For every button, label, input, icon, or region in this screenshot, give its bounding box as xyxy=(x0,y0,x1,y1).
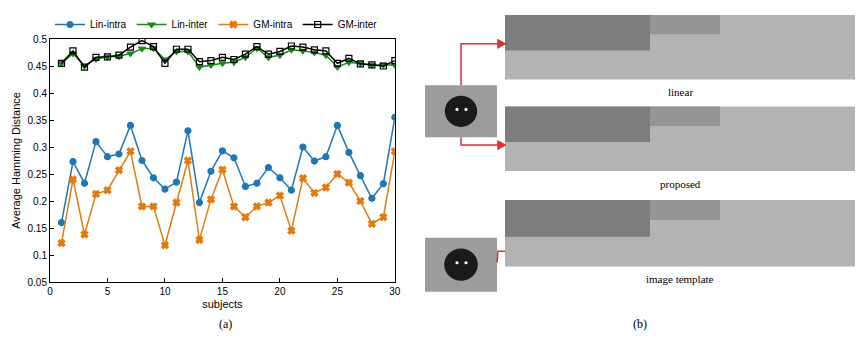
svg-text:0.4: 0.4 xyxy=(33,88,47,99)
svg-text:0.35: 0.35 xyxy=(28,115,48,126)
svg-text:0.25: 0.25 xyxy=(28,169,48,180)
svg-text:20: 20 xyxy=(274,286,286,297)
svg-text:0.1: 0.1 xyxy=(33,250,47,261)
svg-text:25: 25 xyxy=(332,286,344,297)
svg-text:Lin-intra: Lin-intra xyxy=(90,19,127,30)
svg-text:0: 0 xyxy=(47,286,53,297)
svg-text:proposed: proposed xyxy=(660,178,701,190)
svg-text:10: 10 xyxy=(159,286,171,297)
svg-text:Average Hamming Distance: Average Hamming Distance xyxy=(10,92,22,229)
svg-text:0.45: 0.45 xyxy=(28,61,48,72)
svg-text:GM-intra: GM-intra xyxy=(253,19,292,30)
svg-text:15: 15 xyxy=(217,286,229,297)
svg-text:GM-inter: GM-inter xyxy=(338,19,378,30)
svg-text:linear: linear xyxy=(668,86,693,98)
svg-text:0.5: 0.5 xyxy=(33,34,47,45)
svg-text:(b): (b) xyxy=(633,317,647,331)
svg-text:Lin-inter: Lin-inter xyxy=(172,19,209,30)
svg-text:0.3: 0.3 xyxy=(33,142,47,153)
svg-text:30: 30 xyxy=(389,286,401,297)
svg-text:5: 5 xyxy=(105,286,111,297)
svg-text:image template: image template xyxy=(646,273,714,285)
svg-text:0.15: 0.15 xyxy=(28,223,48,234)
svg-text:0.2: 0.2 xyxy=(33,196,47,207)
svg-text:0.05: 0.05 xyxy=(28,277,48,288)
svg-text:subjects: subjects xyxy=(202,298,243,310)
svg-text:(a): (a) xyxy=(219,317,232,331)
